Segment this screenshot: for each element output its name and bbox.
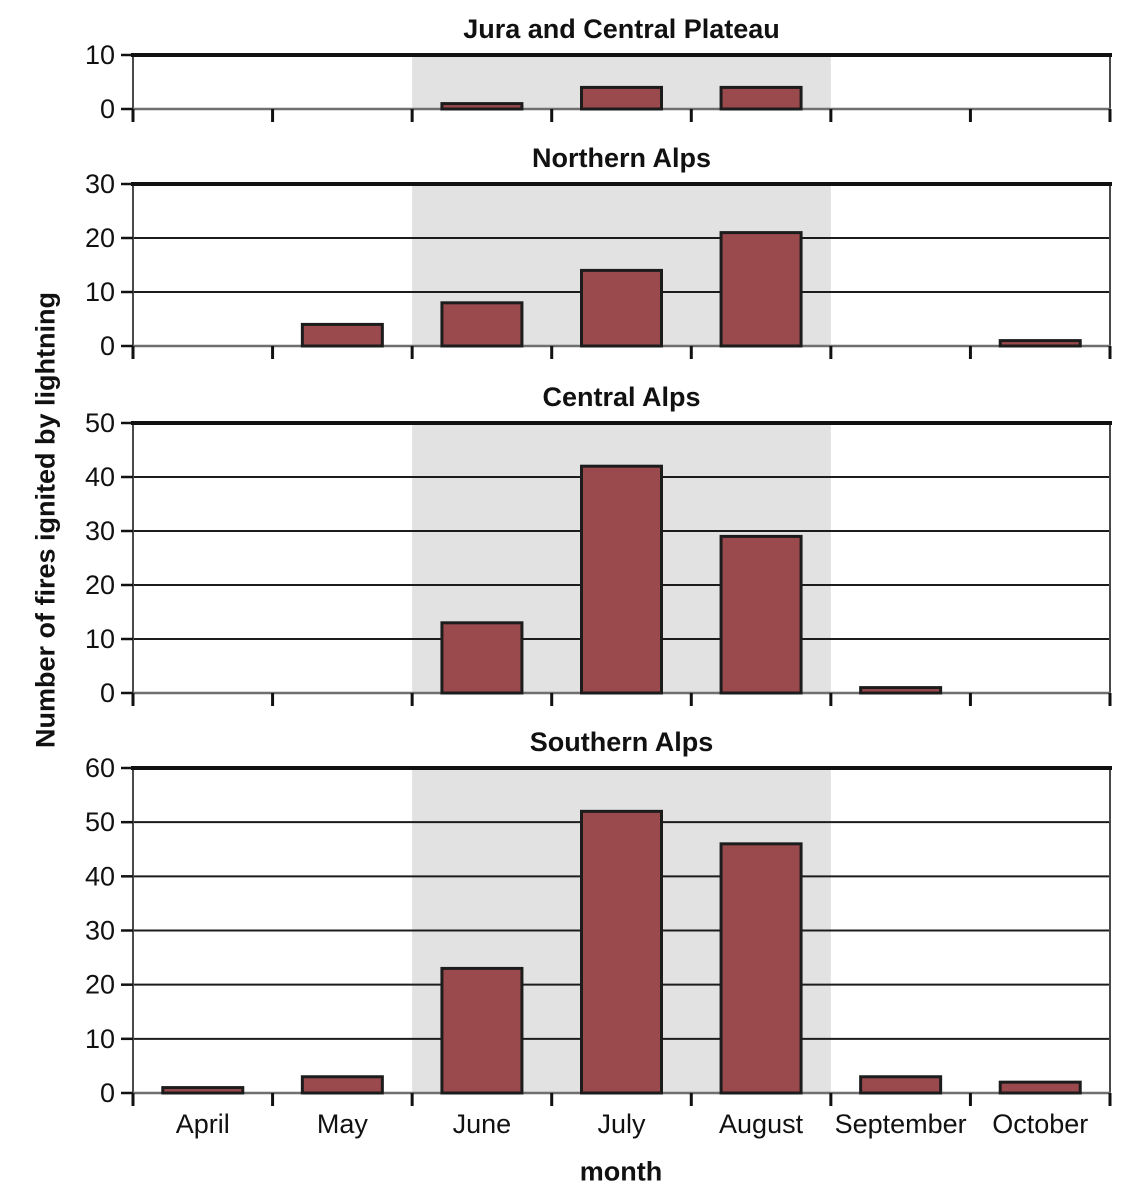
y-tick-label-10: 10	[85, 1024, 115, 1054]
panel-southern-alps: 0 10 20 30 40 50 60 Southern Alps	[85, 727, 1112, 1108]
y-tick-label-10: 10	[85, 277, 115, 307]
panel-northern-alps: 0 10 20 30 Northern Alps	[85, 143, 1112, 361]
y-tick-label-30: 30	[85, 516, 115, 546]
y-axis-title: Number of fires ignited by lightning	[30, 292, 61, 748]
x-tick-label-may: May	[317, 1109, 369, 1139]
bar-august-southern-alps	[719, 842, 803, 1095]
y-tick-label-10: 10	[85, 40, 115, 70]
x-tick-label-june: June	[453, 1109, 512, 1139]
panel-jura-and-central-plateau: 0 10 Jura and Central Plateau	[85, 14, 1112, 124]
bar-july-southern-alps	[580, 809, 663, 1095]
bar-july-northern-alps	[580, 268, 663, 348]
bar-july-central-alps	[580, 464, 663, 695]
x-tick-label-september: September	[835, 1109, 967, 1139]
y-tick-label-10: 10	[85, 624, 115, 654]
bar-september-central-alps	[859, 686, 943, 695]
bar-may-southern-alps	[300, 1075, 384, 1095]
y-tick-label-30: 30	[85, 169, 115, 199]
bar-august-northern-alps	[719, 231, 803, 348]
bar-september-southern-alps	[859, 1075, 943, 1095]
bar-october-southern-alps	[998, 1080, 1082, 1095]
y-tick-label-30: 30	[85, 916, 115, 946]
y-tick-label-0: 0	[100, 94, 115, 124]
y-tick-label-50: 50	[85, 408, 115, 438]
y-tick-label-60: 60	[85, 753, 115, 783]
y-tick-label-40: 40	[85, 861, 115, 891]
y-tick-label-0: 0	[100, 331, 115, 361]
bar-august-central-alps	[719, 534, 803, 695]
bar-october-northern-alps	[998, 339, 1082, 348]
bar-august-jura-and-central-plateau	[719, 85, 803, 111]
x-tick-label-july: July	[597, 1109, 646, 1139]
y-tick-label-0: 0	[100, 678, 115, 708]
panel-central-alps: 0 10 20 30 40 50 Central Alps	[85, 382, 1112, 708]
y-tick-label-50: 50	[85, 807, 115, 837]
y-tick-label-0: 0	[100, 1078, 115, 1108]
x-tick-label-april: April	[176, 1109, 230, 1139]
bar-may-northern-alps	[300, 322, 384, 348]
bar-june-central-alps	[440, 621, 524, 695]
y-tick-label-20: 20	[85, 570, 115, 600]
panel-title-jura-and-central-plateau: Jura and Central Plateau	[463, 14, 780, 44]
bar-july-jura-and-central-plateau	[580, 85, 663, 111]
x-tick-label-october: October	[992, 1109, 1088, 1139]
x-axis-title: month	[579, 1156, 663, 1187]
bar-april-southern-alps	[161, 1086, 245, 1095]
x-tick-label-august: August	[719, 1109, 804, 1139]
bar-june-jura-and-central-plateau	[440, 102, 524, 111]
y-tick-label-40: 40	[85, 462, 115, 492]
bar-june-southern-alps	[440, 966, 524, 1095]
panel-title-southern-alps: Southern Alps	[530, 727, 714, 757]
y-tick-label-20: 20	[85, 223, 115, 253]
bar-june-northern-alps	[440, 301, 524, 348]
panel-title-central-alps: Central Alps	[542, 382, 700, 412]
y-tick-label-20: 20	[85, 970, 115, 1000]
panel-title-northern-alps: Northern Alps	[532, 143, 711, 173]
